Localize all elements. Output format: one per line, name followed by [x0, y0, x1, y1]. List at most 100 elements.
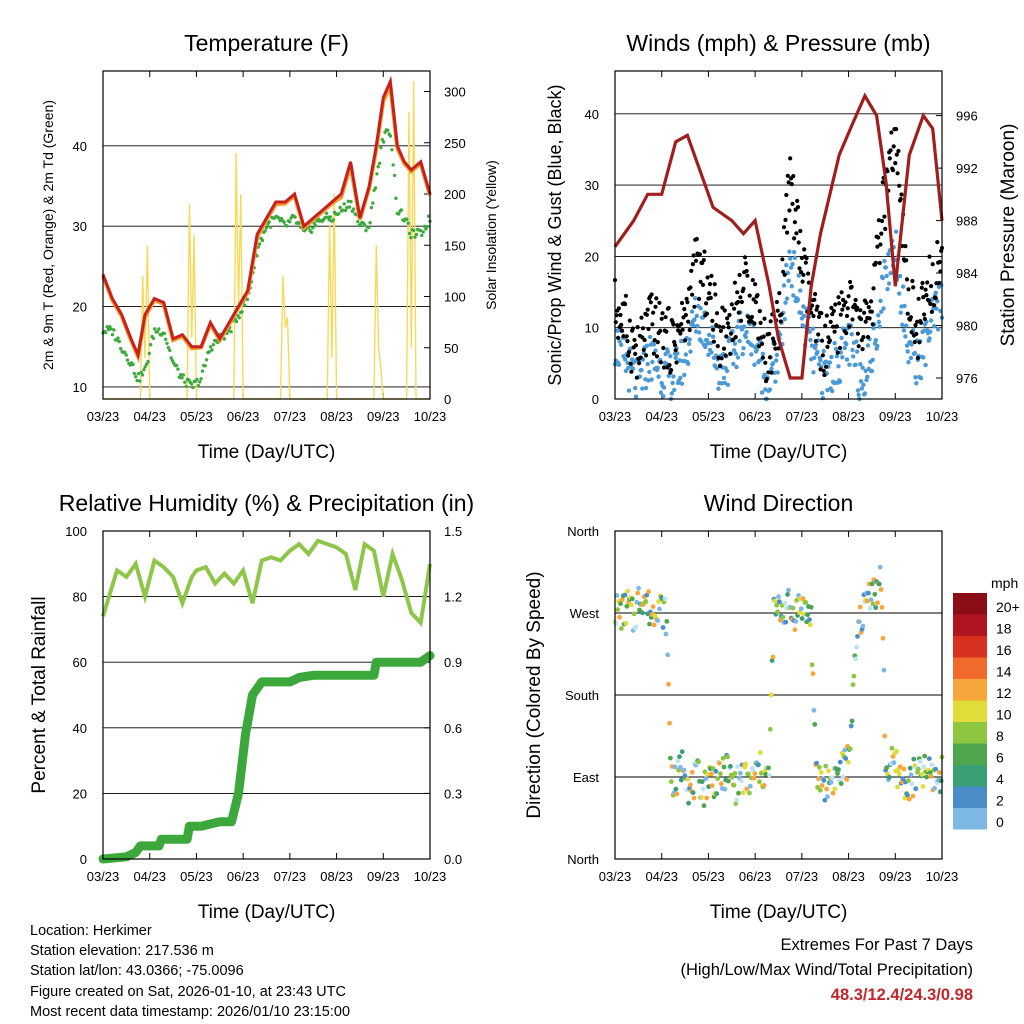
gust-point — [894, 127, 899, 132]
gust-point — [891, 144, 896, 149]
gust-point — [927, 254, 932, 259]
direction-point — [763, 772, 769, 777]
sonic-point — [886, 281, 892, 286]
rh-plot-frame — [102, 530, 431, 860]
gust-point — [762, 316, 767, 321]
wind-y2tick-label: 996 — [956, 109, 978, 124]
temp-ylabel: 2m & 9m T (Red, Orange) & 2m Td (Green) — [40, 100, 56, 370]
gust-point — [855, 331, 861, 336]
gust-point — [779, 312, 784, 317]
gust-point — [904, 258, 909, 263]
gust-point — [806, 271, 811, 276]
temp-xtick-label: 10/23 — [414, 409, 447, 424]
gust-point — [702, 249, 707, 254]
gust-point — [721, 346, 727, 351]
dewpoint-point — [425, 224, 429, 229]
temp-ytick-label: 30 — [73, 219, 87, 234]
dewpoint-point — [177, 375, 181, 379]
gust-point — [669, 368, 674, 373]
gust-point — [630, 326, 636, 331]
sonic-point — [858, 362, 863, 367]
sonic-point — [672, 387, 677, 393]
sonic-point — [737, 338, 742, 344]
sonic-point — [883, 265, 889, 270]
gust-point — [912, 339, 917, 345]
winds-pressure-panel: Winds (mph) & Pressure (mb) Time (Day/UTC… — [545, 30, 1019, 463]
sonic-point — [844, 357, 850, 362]
gust-point — [644, 353, 649, 358]
sonic-point — [716, 386, 721, 391]
sonic-point — [862, 391, 868, 396]
gust-point — [642, 337, 647, 343]
gust-points — [612, 127, 945, 384]
direction-point — [906, 796, 912, 802]
sonic-point — [935, 299, 940, 304]
dewpoint-point — [399, 208, 404, 212]
dewpoint-point — [139, 370, 143, 375]
direction-point — [666, 681, 671, 687]
sonic-point — [666, 373, 671, 379]
gust-point — [792, 236, 797, 241]
gust-point — [876, 235, 881, 240]
sonic-point — [810, 326, 815, 331]
gust-point — [719, 356, 724, 361]
direction-point — [840, 774, 846, 780]
direction-point — [811, 707, 817, 713]
sonic-point — [795, 297, 801, 302]
dewpoint-point — [391, 163, 395, 167]
gust-point — [784, 192, 789, 198]
temp-xtick-label: 07/23 — [274, 409, 307, 424]
legend-label: 4 — [996, 771, 1004, 787]
gust-point — [933, 296, 938, 301]
dewpoint-point — [407, 231, 412, 236]
direction-point — [868, 597, 874, 603]
rh-xtick-label: 08/23 — [320, 869, 353, 884]
dewpoint-point — [388, 134, 393, 138]
sonic-point — [880, 275, 885, 281]
direction-point — [647, 621, 652, 627]
wind-xtick-label: 05/23 — [692, 409, 725, 424]
dewpoint-point — [140, 373, 145, 377]
rh-xtick-label: 09/23 — [367, 869, 400, 884]
gust-point — [707, 282, 713, 287]
direction-point — [722, 786, 728, 792]
direction-point — [933, 766, 938, 772]
gust-point — [922, 316, 928, 322]
direction-point — [726, 778, 731, 784]
gust-point — [710, 318, 715, 323]
gust-point — [887, 156, 892, 161]
sonic-point — [801, 304, 806, 309]
sonic-point — [669, 391, 674, 396]
wind-y2label: Station Pressure (Maroon) — [998, 124, 1019, 347]
dewpoint-point — [409, 235, 413, 240]
direction-point — [878, 587, 884, 592]
sonic-point — [774, 358, 779, 363]
direction-point — [846, 759, 851, 765]
gust-point — [683, 312, 689, 318]
sonic-point — [655, 365, 660, 371]
sonic-point — [877, 324, 882, 329]
wdir-ytick-label: West — [570, 606, 600, 621]
sonic-point — [734, 364, 739, 370]
direction-point — [696, 759, 701, 765]
sonic-point — [735, 355, 741, 360]
sonic-point — [792, 255, 798, 260]
direction-point — [757, 779, 762, 785]
gust-point — [727, 312, 732, 318]
direction-point — [792, 627, 798, 633]
direction-point — [905, 792, 910, 798]
gust-point — [862, 310, 867, 315]
gust-point — [823, 323, 828, 328]
temp-xtick-label: 05/23 — [180, 409, 213, 424]
dewpoint-point — [147, 351, 151, 356]
direction-point — [876, 581, 882, 587]
direction-point — [927, 770, 933, 776]
rh-ytick-label: 80 — [73, 590, 87, 605]
dewpoint-point — [176, 367, 180, 371]
direction-point — [894, 748, 899, 754]
gust-point — [889, 130, 894, 135]
dewpoint-point — [146, 359, 150, 364]
temp-y2tick-label: 50 — [444, 341, 458, 356]
dewpoint-point — [164, 337, 168, 341]
gust-point — [775, 308, 780, 313]
